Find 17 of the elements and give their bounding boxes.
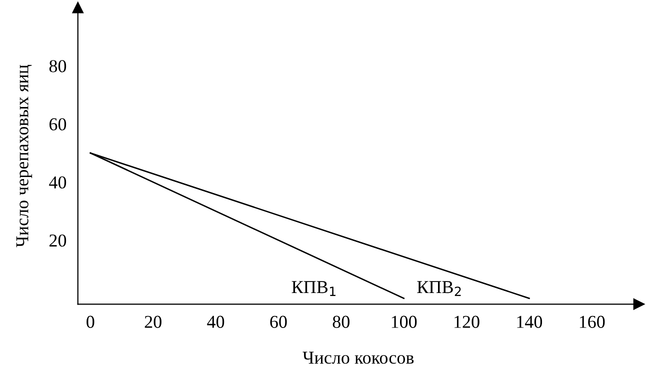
x-axis-title: Число кокосов [302, 352, 414, 364]
y-axis-title: Число черепаховых яиц [16, 64, 32, 248]
y-tick-label: 40 [49, 176, 66, 189]
y-tick-label: 60 [49, 118, 66, 130]
y-tick-label: 80 [49, 60, 66, 72]
x-tick-label: 80 [332, 316, 350, 328]
x-tick-label: 100 [392, 316, 417, 328]
x-tick-label: 160 [580, 316, 605, 328]
x-tick-label: 40 [207, 316, 224, 328]
x-tick-label: 60 [270, 316, 287, 328]
series-label: КПВ$_{1}$ [292, 281, 336, 296]
x-tick-label: 140 [517, 316, 542, 328]
series-label: КПВ$_{2}$ [417, 281, 461, 296]
y-tick-label: 20 [50, 234, 66, 247]
x-tick-label: 20 [144, 316, 162, 328]
x-tick-label: 0 [86, 316, 94, 328]
x-tick-label: 120 [454, 316, 480, 328]
